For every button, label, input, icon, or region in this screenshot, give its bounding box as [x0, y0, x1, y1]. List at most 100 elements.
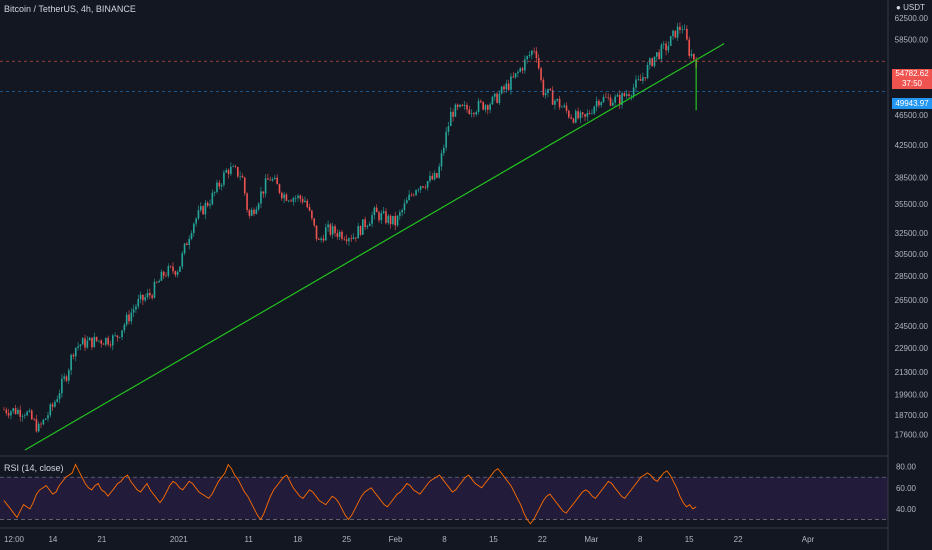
candle-body: [84, 338, 86, 348]
candle-body: [378, 212, 380, 221]
candle-body: [17, 409, 19, 414]
x-tick-label: 8: [638, 535, 643, 544]
y-tick-label: 21300.00: [895, 368, 929, 377]
candle-body: [498, 93, 501, 103]
candle-body: [274, 177, 276, 180]
candle-body: [197, 210, 200, 219]
candle-body: [443, 147, 445, 154]
candle-body: [389, 215, 392, 225]
candle-body: [505, 83, 508, 90]
x-tick-label: 25: [342, 535, 351, 544]
candle-body: [598, 100, 600, 106]
candle-body: [533, 50, 535, 52]
x-tick-label: 14: [48, 535, 57, 544]
candle-body: [456, 104, 459, 107]
candle-body: [234, 166, 237, 168]
candle-body: [276, 177, 278, 185]
candle-body: [544, 93, 547, 96]
candle-body: [74, 347, 77, 357]
candle-body: [313, 218, 316, 226]
candle-body: [528, 55, 531, 57]
candle-body: [466, 104, 468, 110]
rsi-y-tick-label: 80.00: [896, 463, 917, 472]
candle-body: [49, 404, 52, 416]
y-tick-label: 32500.00: [895, 229, 929, 238]
candle-body: [290, 200, 292, 202]
candle-body: [308, 207, 311, 211]
candle-body: [500, 86, 503, 94]
currency-selector[interactable]: ● USDT: [896, 3, 925, 12]
candle-body: [230, 166, 232, 174]
candle-body: [47, 415, 49, 419]
candle-body: [56, 399, 59, 402]
candle-body: [454, 104, 457, 117]
candle-body: [514, 73, 517, 78]
candle-body: [51, 404, 54, 407]
candle-body: [186, 243, 188, 245]
candle-body: [362, 219, 364, 235]
candle-body: [683, 28, 686, 30]
candle-body: [81, 338, 84, 345]
candle-body: [220, 184, 223, 187]
candle-body: [121, 330, 123, 338]
candle-body: [667, 45, 670, 51]
candle-body: [320, 238, 322, 240]
candle-body: [568, 110, 570, 118]
candle-body: [100, 340, 103, 344]
candle-body: [334, 226, 336, 234]
candle-body: [213, 191, 216, 193]
candle-body: [107, 337, 109, 345]
candle-body: [405, 200, 408, 204]
candle-body: [535, 51, 538, 59]
last-price-value: 54782.62: [895, 69, 929, 78]
candle-body: [297, 195, 299, 198]
candle-body: [40, 423, 42, 425]
candle-body: [382, 211, 385, 214]
x-tick-label: Feb: [389, 535, 403, 544]
candle-body: [58, 393, 61, 400]
candle-body: [672, 30, 674, 37]
currency-label: USDT: [903, 3, 925, 12]
rsi-y-tick-label: 40.00: [896, 505, 917, 514]
candle-body: [72, 354, 75, 357]
rsi-pane[interactable]: [0, 463, 888, 525]
candle-body: [329, 224, 332, 235]
price-pane[interactable]: [0, 22, 888, 451]
candle-body: [517, 71, 519, 74]
candle-body: [68, 370, 70, 381]
y-tick-label: 22900.00: [895, 344, 929, 353]
candle-body: [496, 93, 498, 103]
candle-body: [484, 105, 487, 110]
candle-body: [246, 193, 248, 210]
candle-body: [561, 106, 563, 108]
candle-body: [77, 346, 79, 348]
x-tick-label: 2021: [170, 535, 188, 544]
candle-body: [669, 36, 672, 46]
candle-body: [644, 77, 647, 79]
candle-body: [524, 59, 526, 71]
candle-body: [183, 243, 186, 254]
candle-body: [301, 198, 304, 203]
candle-body: [676, 26, 679, 38]
candle-body: [65, 376, 68, 381]
candle-body: [211, 192, 214, 205]
candle-body: [632, 87, 635, 96]
candle-body: [61, 378, 63, 394]
candle-body: [607, 97, 609, 98]
candle-body: [232, 166, 234, 167]
candle-body: [396, 215, 399, 226]
candle-body: [206, 202, 209, 206]
candle-body: [331, 226, 334, 235]
candle-body: [468, 109, 471, 115]
rsi-y-tick-label: 60.00: [896, 484, 917, 493]
candle-body: [292, 198, 295, 202]
candle-body: [269, 179, 272, 181]
candle-body: [565, 105, 568, 111]
y-tick-label: 46500.00: [895, 111, 929, 120]
x-tick-label: Mar: [584, 535, 598, 544]
candle-body: [12, 408, 15, 412]
candle-body: [86, 340, 89, 348]
candle-body: [181, 253, 184, 267]
candle-body: [586, 112, 589, 117]
